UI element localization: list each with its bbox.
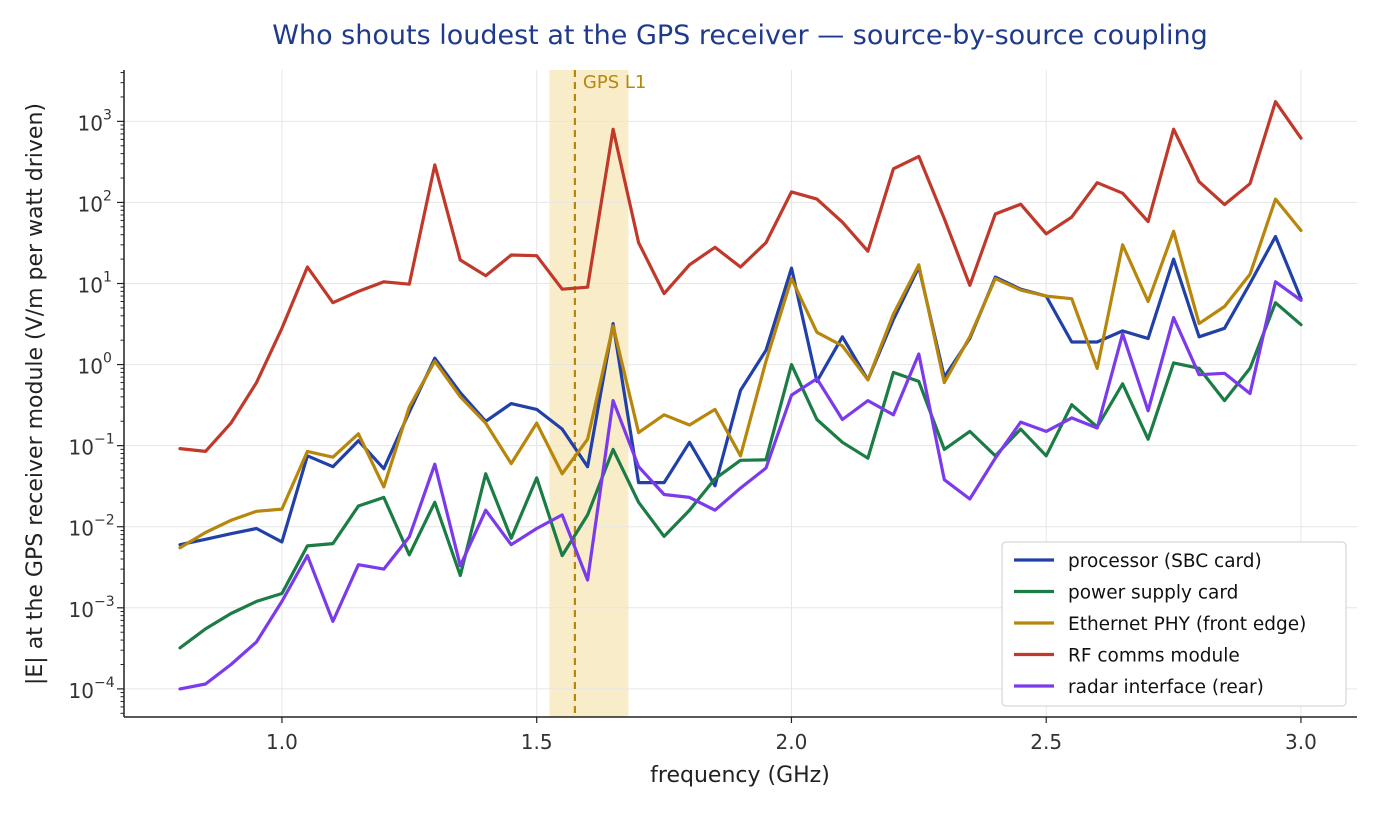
x-tick-label: 1.5 [521,730,553,754]
x-tick-label: 3.0 [1285,730,1317,754]
legend-label: RF comms module [1068,646,1240,667]
chart-title: Who shouts loudest at the GPS receiver —… [272,20,1207,51]
gps-l1-band [549,70,629,717]
y-tick-label: 10 [78,355,103,379]
legend-label: radar interface (rear) [1068,677,1264,698]
x-axis-label: frequency (GHz) [650,763,830,788]
y-tick-label: 10 [69,517,94,541]
y-tick-label: 10 [78,274,103,298]
gps-l1-label: GPS L1 [583,72,646,93]
legend-label: processor (SBC card) [1068,551,1262,572]
legend-label: power supply card [1068,583,1238,604]
y-tick-label: 10 [69,598,94,622]
y-axis-label: |E| at the GPS receiver module (V/m per … [23,103,48,685]
y-tick-exponent: 2 [103,188,112,204]
y-tick-exponent: 3 [103,107,112,123]
y-tick-exponent: −2 [94,513,115,529]
x-tick-label: 2.5 [1030,730,1062,754]
legend: processor (SBC card) power supply card Eth… [1001,541,1347,707]
y-tick-label: 10 [69,679,94,703]
y-tick-exponent: −3 [94,594,115,610]
series-line-1 [178,234,1303,547]
y-tick-label: 10 [69,436,94,460]
y-tick-label: 10 [78,192,103,216]
legend-box [1001,541,1347,707]
x-tick-label: 1.0 [266,730,298,754]
y-tick-exponent: 1 [103,270,112,286]
series-line-3 [178,197,1303,550]
series-line-2 [178,301,1303,650]
series-line-4 [178,100,1303,453]
y-tick-exponent: 0 [103,351,112,367]
y-tick-label: 10 [78,111,103,135]
series-line-5 [178,280,1303,691]
y-tick-exponent: −1 [94,432,115,448]
legend-label: Ethernet PHY (front edge) [1068,614,1306,635]
x-tick-label: 2.0 [776,730,808,754]
y-tick-exponent: −4 [94,675,115,691]
